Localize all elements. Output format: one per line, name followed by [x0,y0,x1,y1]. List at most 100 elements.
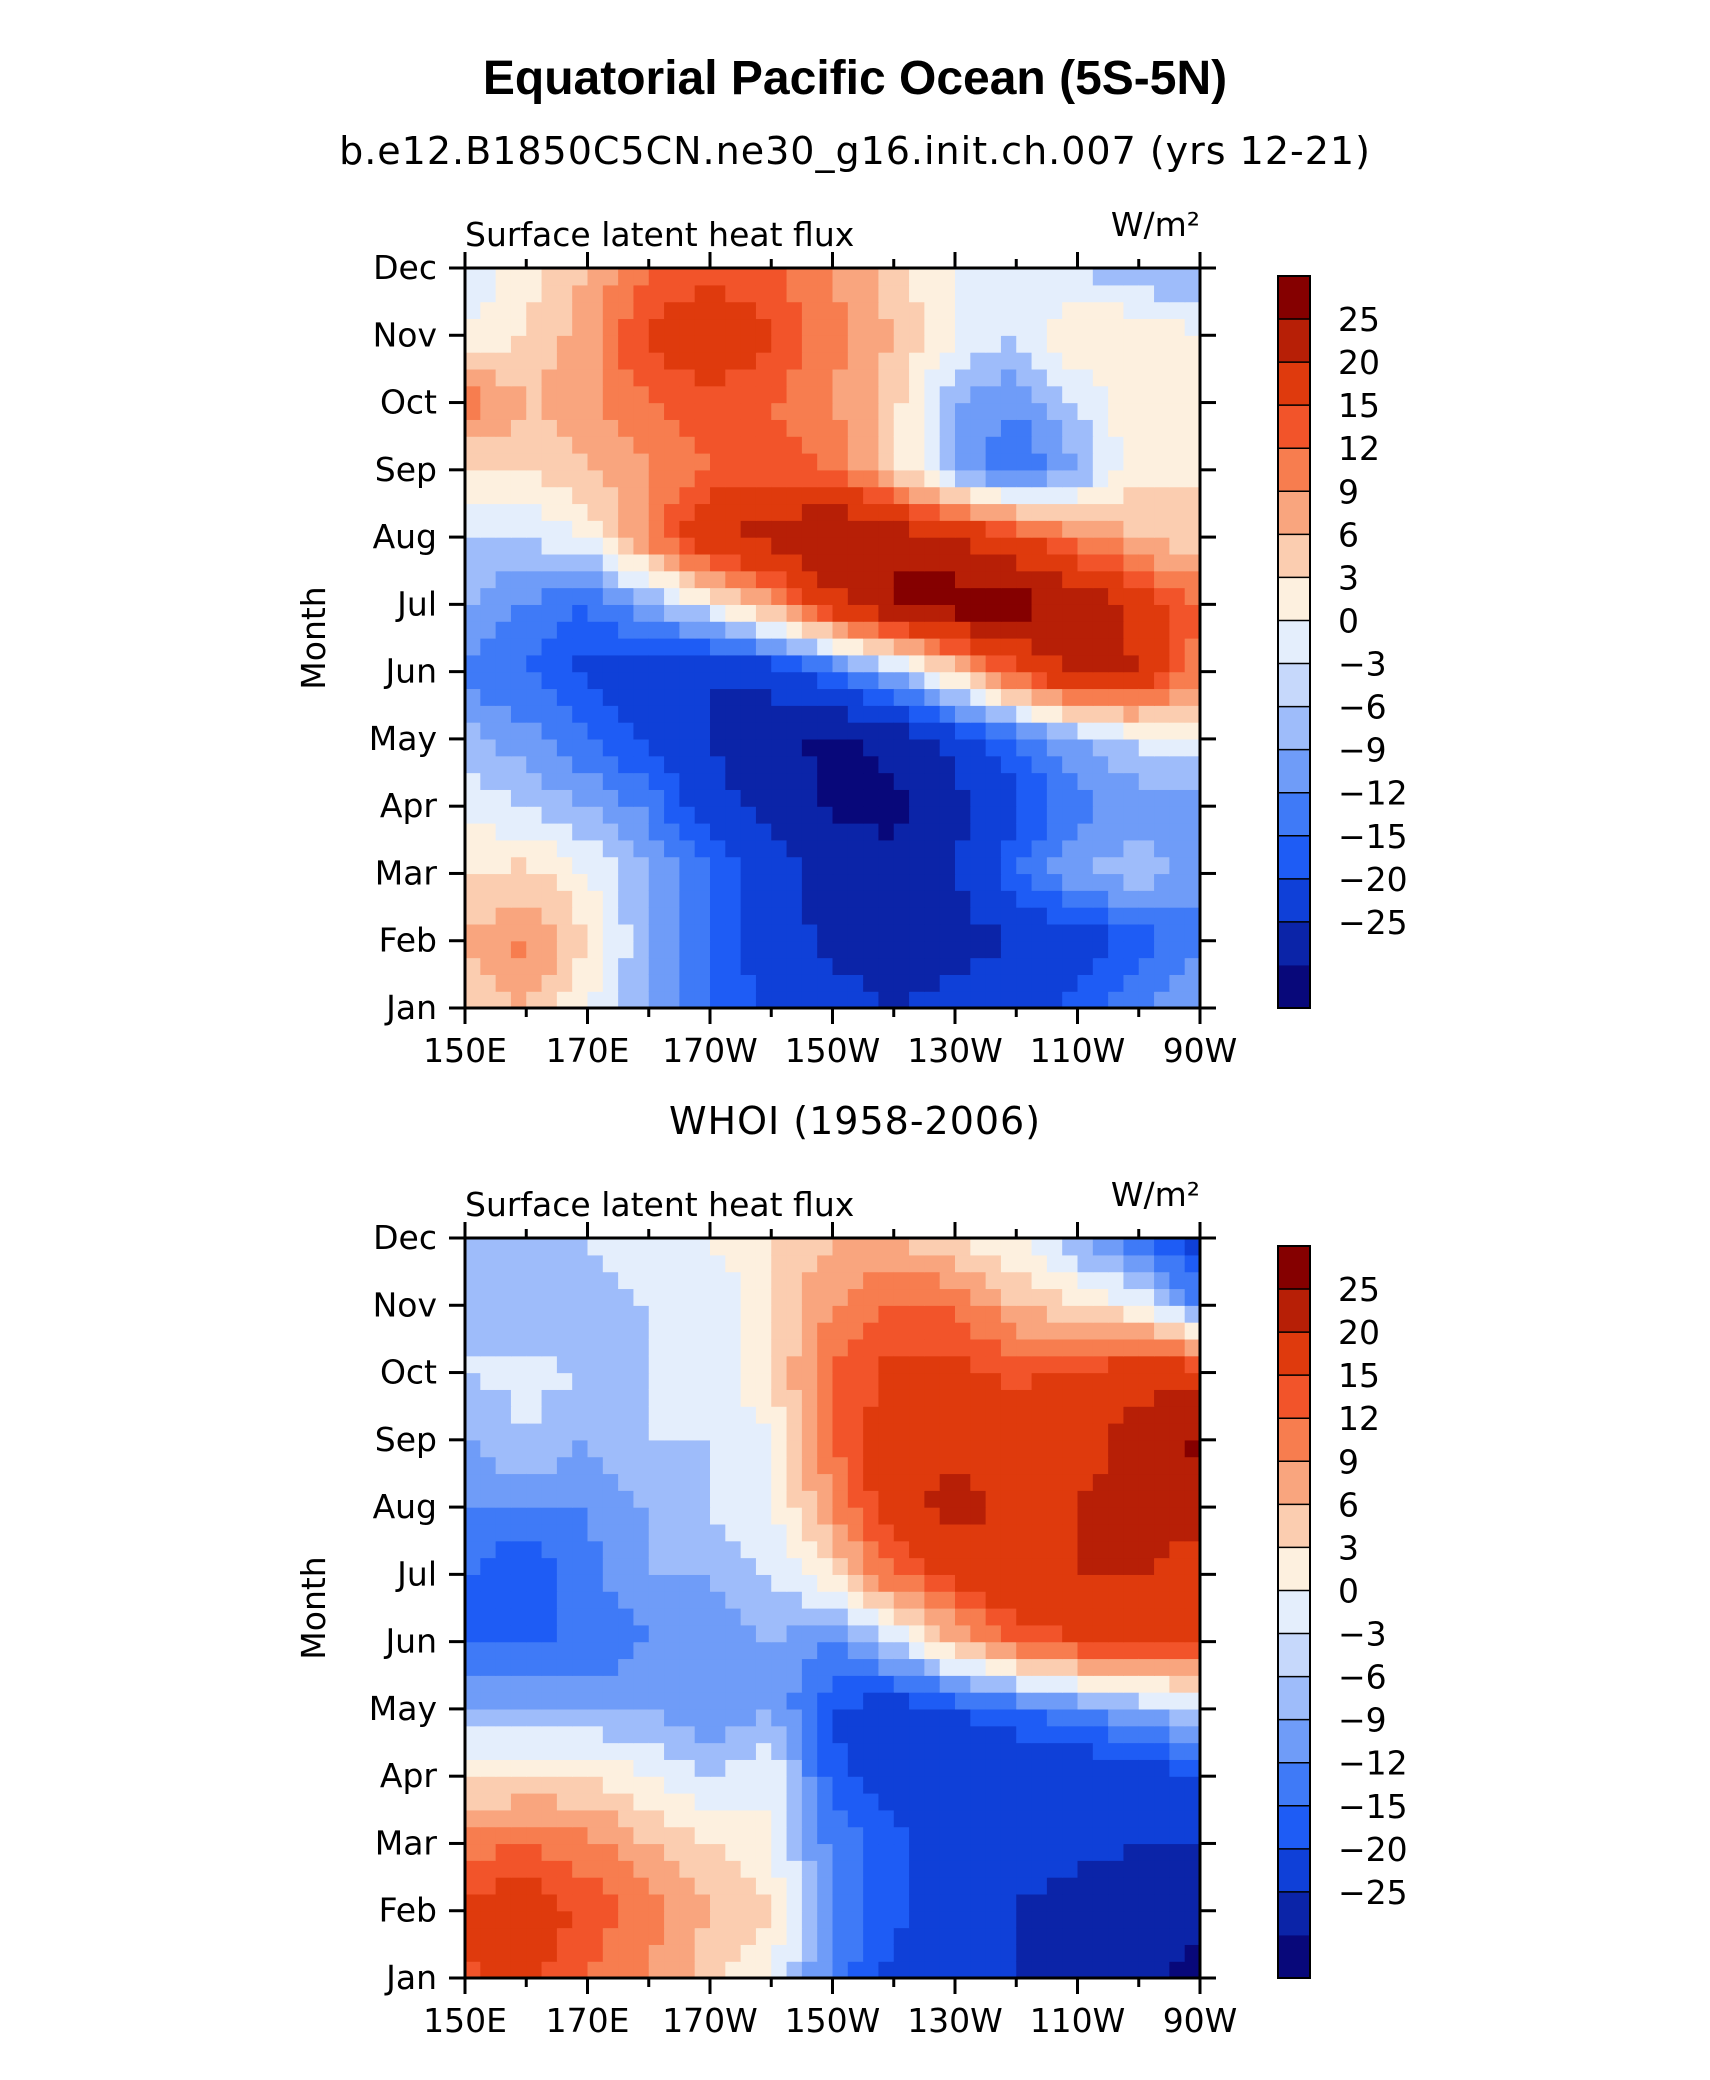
heat-cell [556,1708,573,1727]
heat-cell [863,722,880,740]
heat-cell [1046,1826,1063,1845]
heat-cell [480,1288,497,1306]
heat-cell [526,570,543,589]
heat-cell [1108,974,1125,992]
heat-cell [1031,839,1048,858]
heat-cell [1138,1624,1155,1643]
heat-cell [832,1238,849,1256]
heat-cell [955,1860,971,1878]
heat-cell [893,1944,910,1962]
heat-cell [1062,368,1079,387]
heat-cell [1108,553,1125,572]
heat-cell [817,907,834,925]
heat-cell [878,1927,895,1945]
heat-cell [465,1826,481,1845]
heat-cell [526,1338,543,1357]
heat-cell [664,419,680,437]
heat-cell [893,486,910,505]
heat-cell [909,1877,925,1895]
heat-cell [939,1742,956,1760]
heat-cell [801,1608,818,1626]
heat-cell [832,469,849,488]
heat-cell [572,1355,589,1374]
heat-cell [480,1456,497,1475]
heat-cell [801,419,818,437]
heat-cell [985,1826,1002,1845]
heat-cell [480,385,497,404]
heat-cell [1123,604,1140,622]
heat-cell [510,1574,527,1592]
heat-cell [725,1809,742,1828]
heat-cell [771,318,788,336]
heat-cell [572,823,589,841]
heat-cell [893,453,910,471]
heat-cell [985,570,1002,589]
heat-cell [1000,890,1017,908]
heat-cell [909,1305,925,1323]
heat-cell [1077,1927,1094,1945]
heat-cell [955,1591,971,1609]
heat-cell [1108,436,1125,454]
heat-cell [465,604,481,622]
heat-cell [495,940,512,959]
heat-cell [587,1490,604,1508]
heat-cell [725,1927,742,1945]
heat-cell [679,873,696,891]
heat-cell [939,268,956,286]
heat-cell [985,823,1002,841]
heat-cell [740,1893,757,1912]
heat-cell [878,587,895,605]
heat-cell [832,284,849,303]
heat-cell [909,1355,925,1374]
heat-cell [939,1658,956,1676]
heat-cell [832,1355,849,1374]
heat-cell [664,1490,680,1508]
heat-cell [495,1793,512,1811]
heat-cell [1046,873,1063,891]
heat-cell [939,385,956,404]
heat-cell [480,1708,497,1727]
heat-cell [526,318,543,336]
heat-cell [480,671,497,690]
heat-cell [510,537,527,555]
heat-cell [847,1826,864,1845]
heat-cell [1062,1927,1079,1945]
heat-cell [664,284,680,303]
heat-cell [694,453,711,471]
heat-cell [771,436,788,454]
heat-cell [893,1271,910,1290]
heat-cell [740,1961,757,1979]
heat-cell [909,1254,925,1273]
heat-cell [1169,806,1186,824]
heat-cell [1123,823,1140,841]
heat-cell [465,1658,481,1676]
heat-cell [679,671,696,690]
heat-cell [939,318,956,336]
heat-cell [939,1238,956,1256]
heat-cell [985,553,1002,572]
heat-cell [1169,553,1186,572]
heat-cell [679,1725,696,1744]
heat-cell [786,1776,803,1794]
heat-cell [510,1322,527,1340]
heat-cell [1031,1860,1048,1878]
heat-cell [924,1338,941,1357]
heat-cell [510,1742,527,1760]
heat-cell [1046,991,1063,1009]
heat-cell [801,940,818,959]
heat-cell [1108,1843,1125,1861]
heat-cell [694,1490,711,1508]
heat-cell [955,1708,971,1727]
heat-cell [694,1759,711,1777]
heat-cell [970,688,987,706]
heat-cell [602,957,619,975]
heat-cell [740,570,757,589]
heat-cell [847,352,864,370]
heat-cell [970,537,987,555]
heat-cell [480,469,497,488]
heat-cell [1046,1439,1063,1458]
heat-cell [1000,1860,1017,1878]
heat-cell [939,570,956,589]
heat-cell [1108,907,1125,925]
heat-cell [495,1591,512,1609]
